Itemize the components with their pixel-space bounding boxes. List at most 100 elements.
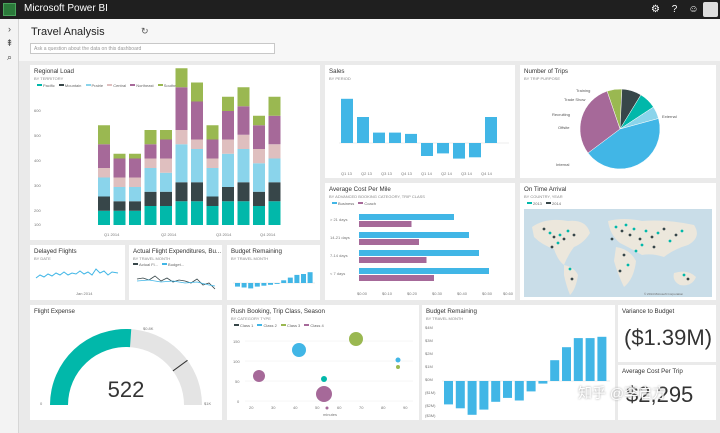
tile-average-cost-per-mile[interactable]: Average Cost Per Mile BY ADVANCED BOOKIN…	[325, 183, 515, 300]
tile-subtitle: BY DATE	[34, 256, 51, 261]
tile-flight-expense[interactable]: Flight Expense 0 $1K $0.8K 522	[30, 305, 222, 420]
x-tick-label: Q3 14	[461, 171, 473, 176]
sales-bar	[421, 143, 433, 156]
pie-label: Trade Show	[564, 97, 586, 102]
x-tick-label: Q2 13	[361, 171, 373, 176]
x-tick-label: Q3 2014	[216, 232, 232, 237]
stacked-bar-segment	[98, 168, 110, 178]
tile-actual-flight-expenditures[interactable]: Actual Flight Expenditures, Bu... BY TRA…	[129, 245, 222, 300]
y-tick-label: 200	[34, 208, 41, 213]
tile-sales[interactable]: Sales BY PERIOD Q1 13 Q2 13 Q3 13 Q4 13 …	[325, 65, 515, 178]
tile-budget-remaining-small[interactable]: Budget Remaining BY TRAVEL MONTH	[227, 245, 320, 300]
tile-title: Regional Load	[34, 68, 74, 75]
business-bar	[359, 214, 454, 220]
stacked-bar-segment	[129, 187, 141, 202]
stacked-bar-segment	[144, 158, 157, 168]
smiley-icon[interactable]: ☺	[688, 4, 699, 15]
pie-slice	[579, 90, 621, 154]
x-tick-label: $0.60	[503, 291, 514, 296]
tile-variance-to-budget[interactable]: Variance to Budget ($1.39M)	[618, 305, 716, 362]
budget-bar	[573, 338, 583, 381]
top-bar: Microsoft Power BI ⚙ ? ☺	[0, 0, 720, 19]
legend-entry: 2013	[533, 201, 542, 206]
x-tick-label: Q4 13	[401, 171, 413, 176]
stacked-bar-segment	[191, 139, 203, 149]
stacked-bar-segment	[206, 206, 219, 225]
page-title: Travel Analysis	[31, 26, 105, 38]
refresh-icon[interactable]: ↻	[141, 26, 149, 36]
stacked-bar-segment	[175, 182, 188, 202]
help-icon[interactable]: ?	[671, 4, 678, 15]
budget-bar	[301, 274, 306, 283]
tile-budget-remaining[interactable]: Budget Remaining BY TRAVEL MONTH $4M $3M…	[422, 305, 615, 420]
sales-bar	[469, 143, 481, 158]
stacked-bar-segment	[253, 206, 265, 225]
dashboard-header: Travel Analysis ↻ Ask a question about t…	[19, 19, 720, 61]
tile-regional-load[interactable]: Regional Load BY TERRITORY Pacific Mount…	[30, 65, 320, 240]
stacked-bar-segment	[237, 87, 250, 107]
map-point	[668, 239, 672, 243]
legend-entry: Actual Fl...	[139, 262, 158, 267]
qna-search-input[interactable]: Ask a question about the data on this da…	[30, 43, 275, 54]
map-point	[622, 253, 626, 257]
map-point	[656, 231, 660, 235]
search-icon[interactable]: ⌕	[6, 52, 13, 62]
sales-bar	[357, 117, 369, 143]
budget-bar	[503, 381, 512, 398]
tile-subtitle: BY ADVANCED BOOKING CATEGORY, TRIP CLASS	[329, 194, 425, 199]
tile-title: Number of Trips	[524, 68, 569, 75]
budget-bar	[491, 381, 501, 402]
map-point	[572, 233, 576, 237]
business-bar	[359, 250, 479, 256]
map-point	[650, 235, 654, 239]
y-tick-label: 500	[34, 133, 41, 138]
app-title: Microsoft Power BI	[24, 3, 108, 14]
y-tick-label: ($2M)	[425, 403, 436, 408]
tile-title: Rush Booking, Trip Class, Season	[231, 308, 325, 315]
tile-subtitle: BY COUNTRY, YEAR	[524, 194, 563, 199]
map-point	[680, 229, 684, 233]
budget-bar	[585, 338, 595, 381]
stacked-bar-segment	[268, 182, 281, 202]
legend-entry: Class 4	[310, 323, 324, 328]
left-nav-rail: › ⇞ ⌕	[0, 19, 19, 433]
legend-entry: 2014	[552, 201, 561, 206]
card-value: ($1.39M)	[624, 325, 713, 350]
y-tick-label: ($3M)	[425, 413, 436, 418]
x-tick-label: Q1 13	[341, 171, 353, 176]
x-tick-label: 50	[315, 405, 320, 410]
expand-chevron-icon[interactable]: ›	[8, 24, 11, 34]
map-point	[550, 245, 554, 249]
stacked-bar-segment	[253, 115, 265, 126]
stacked-bar-segment	[253, 125, 265, 149]
power-bi-logo-icon[interactable]	[3, 3, 16, 16]
avatar[interactable]	[703, 2, 718, 17]
tile-average-cost-per-trip[interactable]: Average Cost Per Trip $2,295	[618, 365, 716, 420]
sales-bar	[485, 117, 497, 143]
y-tick-label: 400	[34, 158, 41, 163]
x-tick-label: Q4 2014	[260, 232, 276, 237]
expenditures-chart	[136, 275, 216, 290]
x-tick-label: $0.40	[457, 291, 468, 296]
regional-load-chart: 600 500 400 300 200 100 Q1 2014 Q2 2014 …	[34, 68, 281, 237]
pin-icon[interactable]: ⇞	[5, 38, 14, 48]
tile-on-time-arrival[interactable]: On Time Arrival BY COUNTRY, YEAR 2013 20…	[520, 183, 716, 300]
map-point	[620, 229, 624, 233]
tile-rush-booking[interactable]: Rush Booking, Trip Class, Season BY CATE…	[227, 305, 419, 420]
tile-title: Budget Remaining	[231, 248, 282, 255]
budget-bar	[444, 381, 453, 405]
map-point	[682, 273, 686, 277]
coach-bar	[359, 257, 427, 263]
tile-number-of-trips[interactable]: Number of Trips BY TRIP PURPOSE Training…	[520, 65, 716, 178]
stacked-bar-segment	[206, 158, 219, 168]
map-point	[548, 231, 552, 235]
legend-entry: Prairie	[91, 83, 104, 88]
stacked-bar-segment	[98, 144, 110, 168]
y-tick-label: $2M	[425, 351, 433, 356]
budget-bar	[538, 381, 548, 384]
stacked-bar-segment	[144, 130, 157, 145]
gear-icon[interactable]: ⚙	[651, 4, 660, 15]
world-map[interactable]: © 2014 Microsoft Corporation	[524, 209, 712, 297]
tile-delayed-flights[interactable]: Delayed Flights BY DATE Jan 2014	[30, 245, 125, 300]
y-tick-label: 100	[233, 359, 240, 364]
